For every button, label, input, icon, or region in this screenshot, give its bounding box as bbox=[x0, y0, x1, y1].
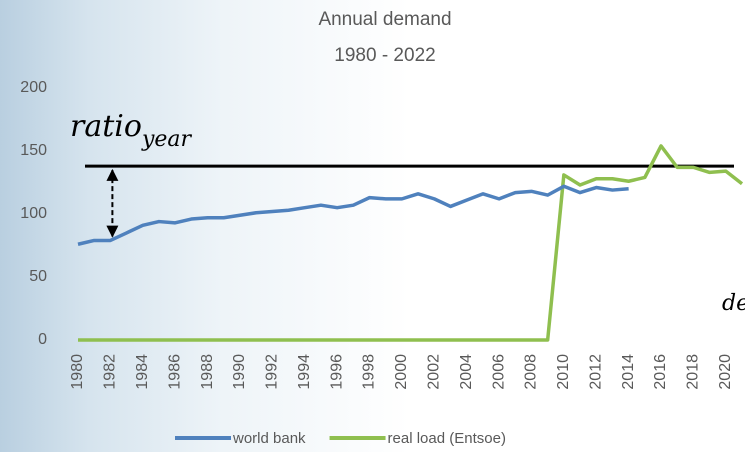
x-tick-label: 1980 bbox=[69, 354, 86, 390]
y-tick-label: 50 bbox=[29, 268, 47, 285]
x-tick-label: 2000 bbox=[393, 354, 410, 390]
x-tick-label: 1998 bbox=[361, 354, 378, 390]
x-tick-label: 2012 bbox=[587, 354, 604, 390]
annotation-main: ratio bbox=[70, 109, 142, 144]
legend-label: real load (Entsoe) bbox=[388, 430, 506, 447]
legend-label: world bank bbox=[232, 430, 306, 447]
x-tick-label: 2008 bbox=[523, 354, 540, 390]
x-tick-label: 1996 bbox=[328, 354, 345, 390]
annotation: ratioyear bbox=[70, 109, 193, 152]
chart-title: Annual demand bbox=[318, 9, 451, 30]
x-tick-label: 1988 bbox=[199, 354, 216, 390]
x-tick-label: 2016 bbox=[652, 354, 669, 390]
x-tick-label: 2002 bbox=[426, 354, 443, 390]
x-tick-label: 2006 bbox=[490, 354, 507, 390]
x-tick-label: 1982 bbox=[102, 354, 119, 390]
x-tick-label: 2004 bbox=[458, 354, 475, 390]
series-line bbox=[77, 184, 629, 246]
x-tick-label: 1984 bbox=[134, 354, 151, 390]
y-tick-label: 150 bbox=[20, 142, 47, 159]
series-line bbox=[78, 144, 744, 342]
y-tick-label: 100 bbox=[20, 205, 47, 222]
annotation-right: de bbox=[722, 291, 745, 316]
y-tick-label: 200 bbox=[20, 79, 47, 96]
x-tick-label: 2010 bbox=[555, 354, 572, 390]
x-tick-label: 1994 bbox=[296, 354, 313, 390]
chart-subtitle: 1980 - 2022 bbox=[334, 45, 435, 66]
x-tick-label: 1990 bbox=[231, 354, 248, 390]
x-tick-label: 1986 bbox=[166, 354, 183, 390]
y-tick-label: 0 bbox=[38, 331, 47, 348]
x-tick-label: 2020 bbox=[717, 354, 734, 390]
x-tick-label: 1992 bbox=[264, 354, 281, 390]
annotation-sub: year bbox=[141, 127, 193, 152]
x-tick-label: 2018 bbox=[685, 354, 702, 390]
x-tick-label: 2014 bbox=[620, 354, 637, 390]
